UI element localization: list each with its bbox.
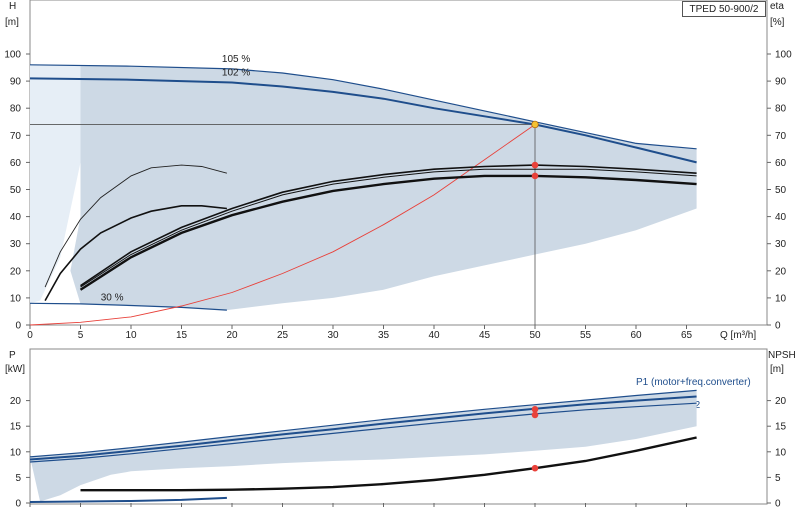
power-marker-0 <box>531 406 539 413</box>
npsh-ytick-label-5: 5 <box>775 473 781 484</box>
flow-xtick-label-0: 0 <box>27 330 33 341</box>
power-series-p1 <box>29 395 697 461</box>
npsh-axis-unit: [m] <box>770 364 784 375</box>
head-series-max_head_105 <box>29 64 697 150</box>
head-ytick-label-0: 0 <box>15 321 21 332</box>
head-ytick-label-60: 60 <box>10 158 22 169</box>
eta-axis-label: eta <box>770 1 784 12</box>
head-annotation-0: 105 % <box>222 54 250 65</box>
eta-ytick-label-90: 90 <box>775 77 787 88</box>
flow-xtick-label-45: 45 <box>479 330 491 341</box>
eta-ytick-label-80: 80 <box>775 104 787 115</box>
eta-ytick-label-70: 70 <box>775 131 787 142</box>
npsh-axis-label: NPSH <box>768 350 796 361</box>
head-marker-0 <box>531 120 539 129</box>
head-ytick-label-90: 90 <box>10 77 22 88</box>
flow-xtick-label-30: 30 <box>327 330 339 341</box>
power-marker-1 <box>531 411 539 419</box>
power-axis-unit: [kW] <box>5 364 25 375</box>
model-label: TPED 50-900/2 <box>682 1 766 17</box>
npsh-ytick-label-10: 10 <box>775 447 787 458</box>
head-series-eta_middle <box>80 168 697 288</box>
head-marker-1 <box>531 161 539 169</box>
eta-ytick-label-10: 10 <box>775 293 787 304</box>
flow-xtick-label-20: 20 <box>226 330 238 341</box>
power-marker-2 <box>531 464 539 472</box>
flow-xtick-label-15: 15 <box>176 330 188 341</box>
power-band <box>30 390 697 502</box>
legend-p1: P1 (motor+freq.converter) <box>636 377 751 388</box>
head-marker-2 <box>531 172 539 180</box>
power-series-p_min <box>29 496 227 503</box>
head-band <box>70 65 697 311</box>
head-ytick-label-30: 30 <box>10 239 22 250</box>
head-series-eta_medium <box>44 205 227 301</box>
eta-axis-unit: [%] <box>770 17 785 28</box>
eta-ytick-label-20: 20 <box>775 266 787 277</box>
flow-xtick-label-55: 55 <box>580 330 592 341</box>
head-series-min_head_30 <box>29 302 227 311</box>
head-ytick-label-20: 20 <box>10 266 22 277</box>
head-annotation-2: 30 % <box>101 293 124 304</box>
flow-xtick-label-60: 60 <box>630 330 642 341</box>
head-series-eta_thin <box>44 164 228 288</box>
head-axis-label: H <box>9 1 16 12</box>
head-ytick-label-50: 50 <box>10 185 22 196</box>
head-ytick-label-70: 70 <box>10 131 22 142</box>
eta-ytick-label-50: 50 <box>775 185 787 196</box>
flow-xtick-label-40: 40 <box>428 330 440 341</box>
power-axis-label: P <box>9 350 16 361</box>
flow-xtick-label-50: 50 <box>529 330 541 341</box>
eta-ytick-label-40: 40 <box>775 212 787 223</box>
head-ytick-label-10: 10 <box>10 293 22 304</box>
flow-xtick-label-25: 25 <box>277 330 289 341</box>
eta-ytick-label-0: 0 <box>775 321 781 332</box>
head-series-system_curve <box>29 124 536 326</box>
eta-ytick-label-100: 100 <box>775 50 792 61</box>
power-ytick-label-10: 10 <box>10 447 22 458</box>
npsh-ytick-label-20: 20 <box>775 396 787 407</box>
power-series-p1_upper <box>29 389 697 458</box>
power-ytick-label-0: 0 <box>15 499 21 510</box>
npsh-ytick-label-0: 0 <box>775 499 781 510</box>
power-ytick-label-5: 5 <box>15 473 21 484</box>
eta-ytick-label-60: 60 <box>775 158 787 169</box>
eta-ytick-label-30: 30 <box>775 239 787 250</box>
head-series-max_head_102 <box>29 77 697 164</box>
power-ytick-label-20: 20 <box>10 396 22 407</box>
head-series-eta_upper <box>80 164 697 287</box>
flow-axis-label: Q [m³/h] <box>720 330 756 341</box>
flow-xtick-label-10: 10 <box>125 330 137 341</box>
power-series-p2 <box>29 402 697 463</box>
head-annotation-1: 102 % <box>222 68 250 79</box>
head-ytick-label-100: 100 <box>4 50 21 61</box>
power-ytick-label-15: 15 <box>10 422 22 433</box>
head-ytick-label-80: 80 <box>10 104 22 115</box>
flow-xtick-label-65: 65 <box>681 330 693 341</box>
flow-xtick-label-35: 35 <box>378 330 390 341</box>
head-series-eta_lower <box>79 174 697 291</box>
head-ytick-label-40: 40 <box>10 212 22 223</box>
power-series-npsh <box>80 436 697 492</box>
npsh-ytick-label-15: 15 <box>775 422 787 433</box>
head-axis-unit: [m] <box>5 17 19 28</box>
flow-xtick-label-5: 5 <box>78 330 84 341</box>
